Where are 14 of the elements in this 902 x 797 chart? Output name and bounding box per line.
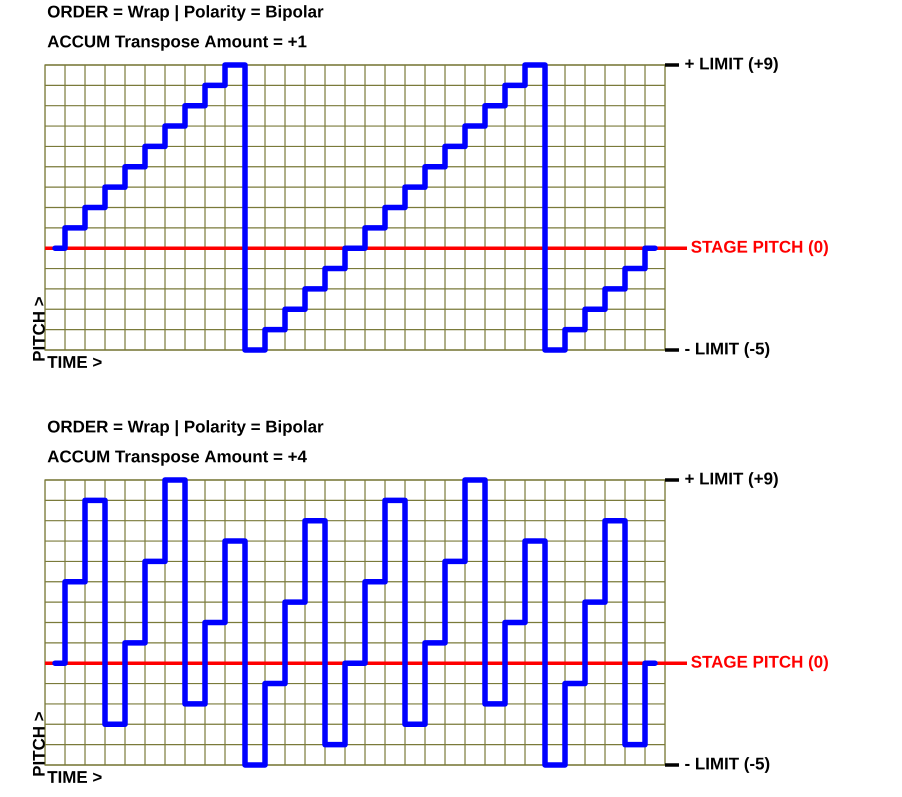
chart-title: ORDER = Wrap | Polarity = Bipolar [48, 420, 324, 436]
y-axis-title: PITCH > [32, 297, 45, 361]
y-axis-title: PITCH > [32, 712, 45, 776]
x-axis-title: TIME > [47, 356, 102, 368]
y-tick-label: + LIMIT (+9) [685, 57, 778, 73]
y-tick-label: - LIMIT (-5) [685, 342, 770, 358]
y-tick-label: - LIMIT (-5) [685, 757, 770, 773]
chart-subtitle: ACCUM Transpose Amount = +1 [48, 35, 306, 51]
chart-subtitle: ACCUM Transpose Amount = +4 [48, 450, 307, 466]
chart-title: ORDER = Wrap | Polarity = Bipolar [48, 5, 324, 22]
ref-line-label: STAGE PITCH (0) [691, 240, 828, 256]
y-tick-label: + LIMIT (+9) [685, 472, 778, 488]
ref-line-label: STAGE PITCH (0) [691, 655, 828, 672]
x-axis-title: TIME > [47, 771, 102, 783]
